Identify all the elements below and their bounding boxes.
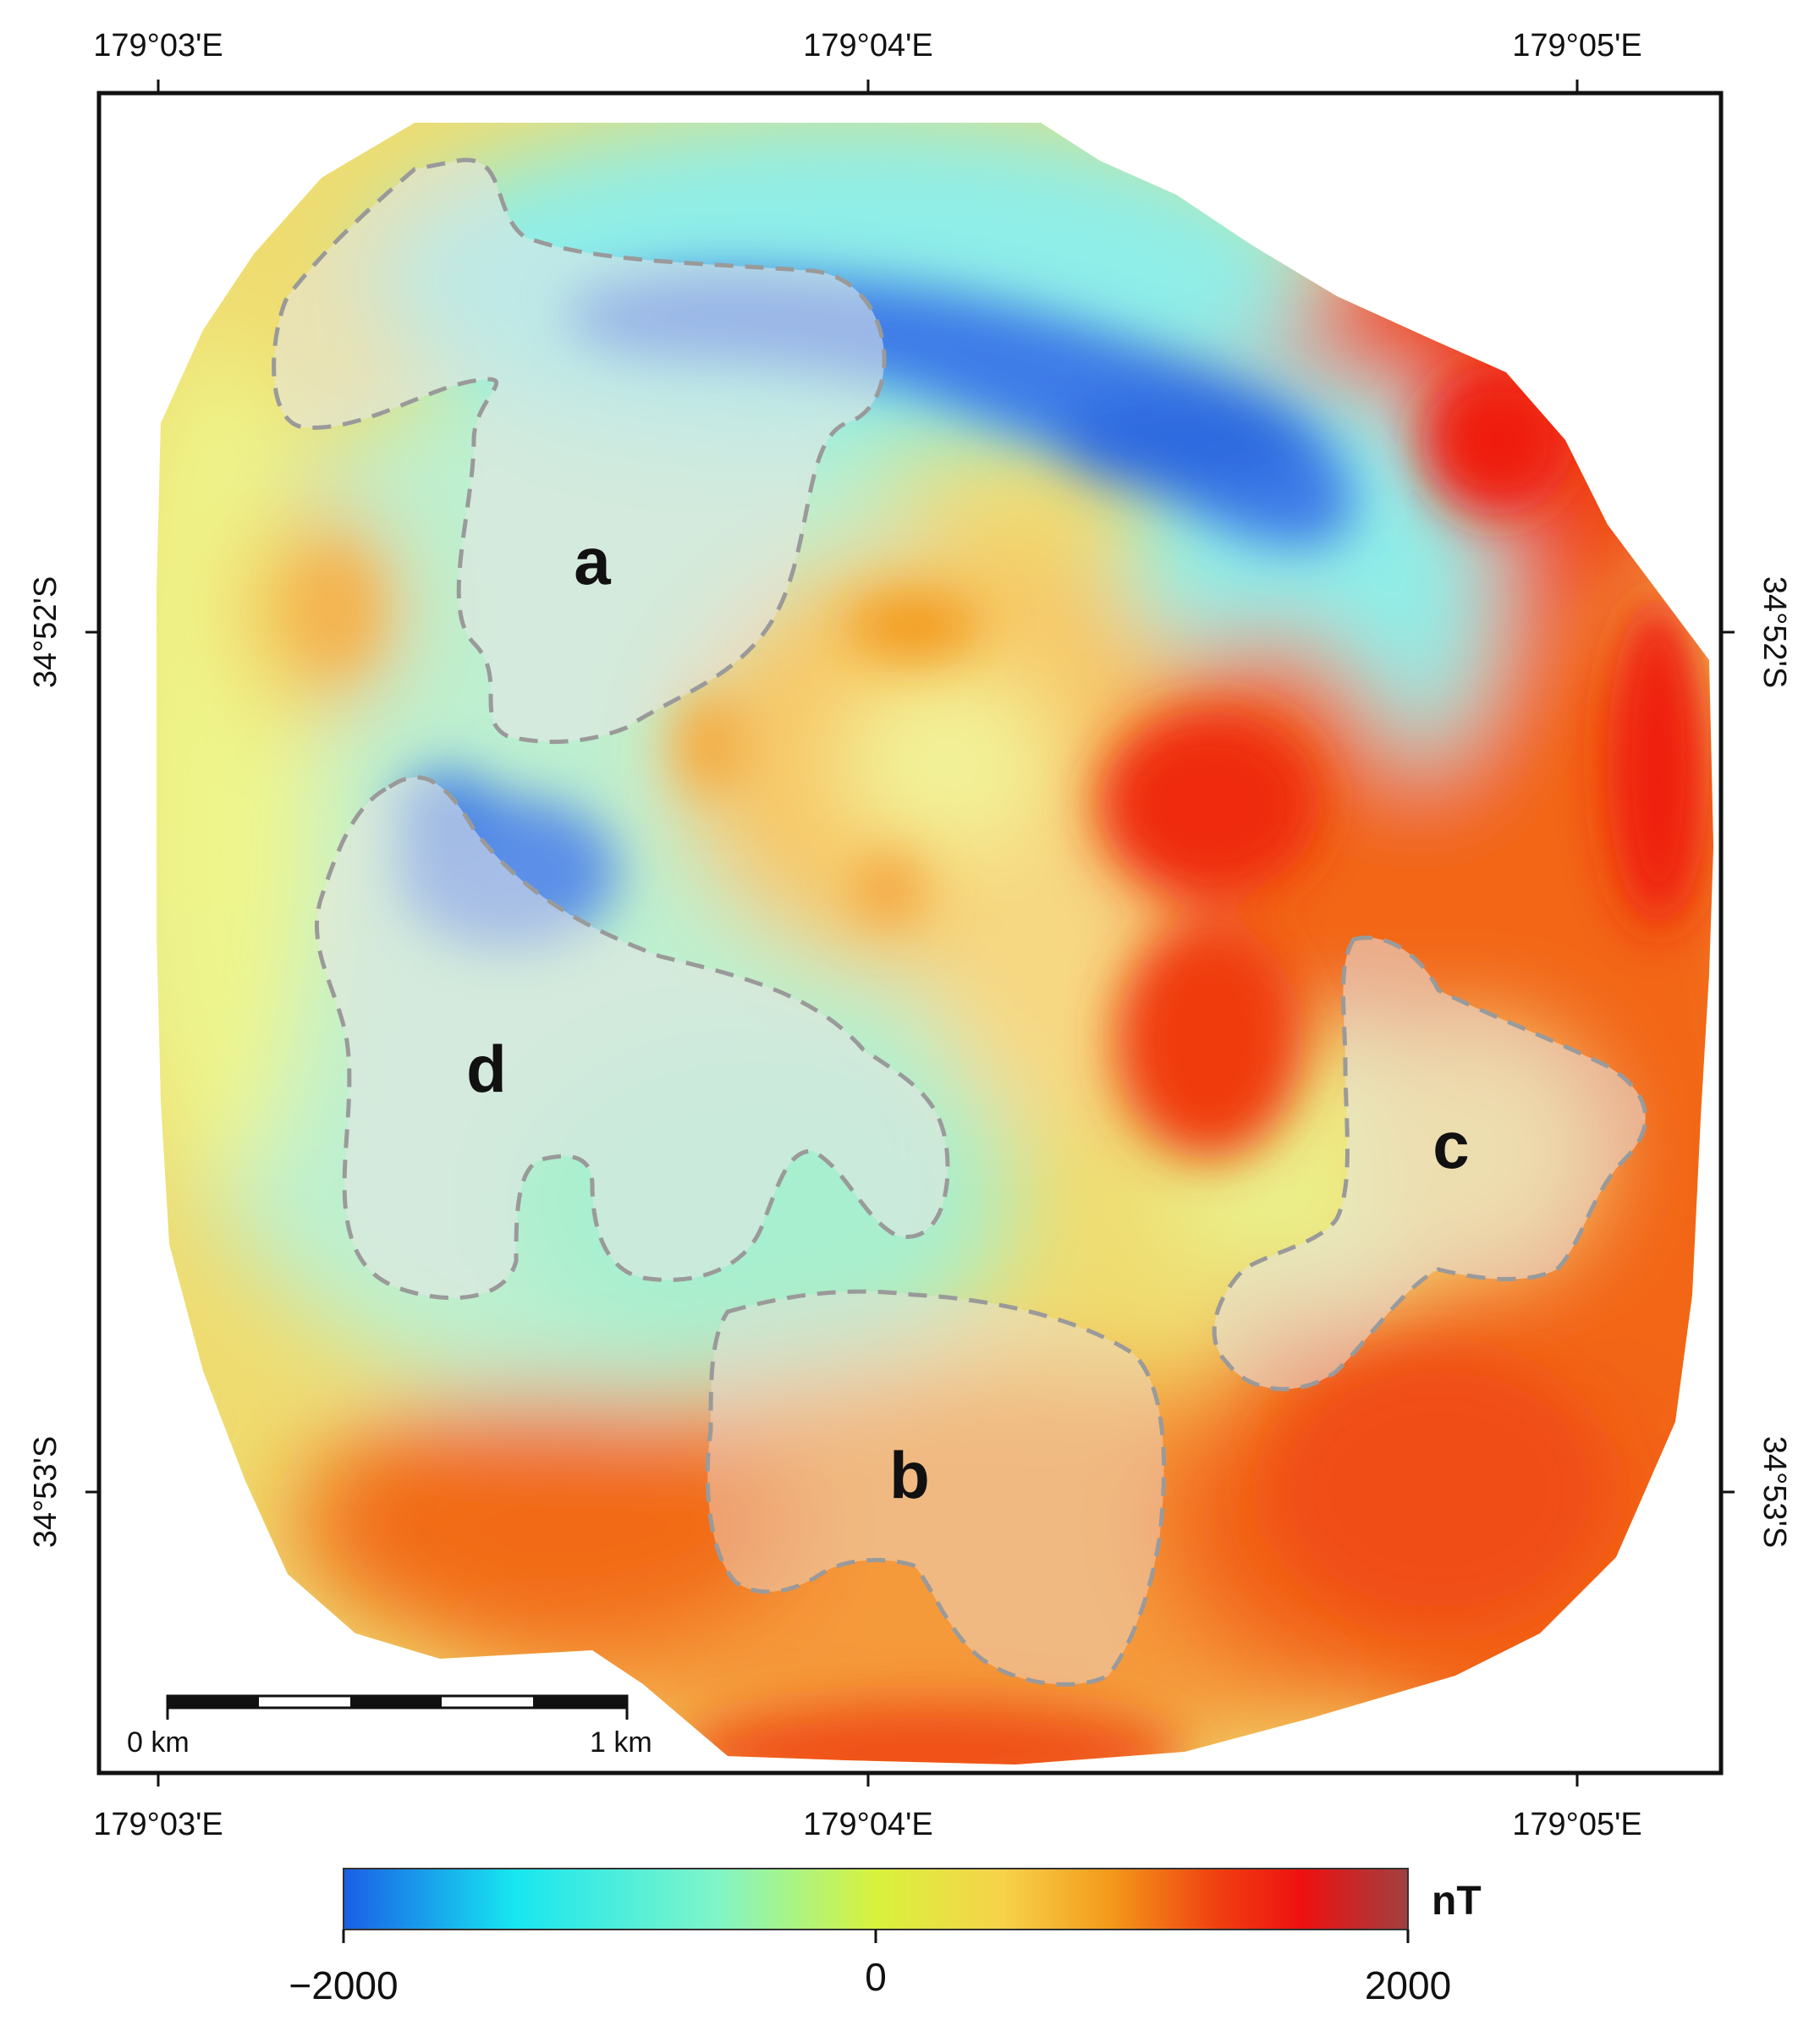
- colorbar: −2000 0 2000 nT: [289, 1868, 1482, 2007]
- zone-label-b: b: [889, 1438, 930, 1512]
- right-lat-label-2: 34°53'S: [1757, 1436, 1792, 1548]
- scale-bar: 0 km 1 km: [127, 1694, 652, 1759]
- zone-d-outline: [315, 775, 950, 1301]
- zone-a-outline: [272, 157, 887, 745]
- zone-b-outline: [705, 1289, 1167, 1687]
- left-lat-label-1: 34°52'S: [28, 576, 63, 688]
- map-frame: [96, 91, 1724, 1776]
- left-lat-label-2: 34°53'S: [28, 1436, 63, 1548]
- right-axis: 34°52'S 34°53'S: [1721, 576, 1792, 1548]
- colorbar-min-label: −2000: [289, 1963, 398, 2007]
- bottom-lon-label-2: 179°04'E: [803, 1807, 932, 1842]
- right-lat-label-1: 34°52'S: [1757, 576, 1792, 688]
- zone-label-d: d: [466, 1032, 507, 1106]
- scale-start-label: 0 km: [127, 1726, 190, 1759]
- colorbar-gradient: [343, 1868, 1409, 1930]
- zone-label-a: a: [574, 524, 611, 598]
- bottom-axis: 179°03'E 179°04'E 179°05'E: [93, 1773, 1642, 1842]
- zones-overlay: [272, 157, 1648, 1687]
- top-lon-label-2: 179°04'E: [803, 28, 932, 63]
- zone-c-outline: [1212, 935, 1648, 1391]
- colorbar-max-label: 2000: [1365, 1963, 1451, 2007]
- top-lon-label-1: 179°03'E: [93, 28, 223, 63]
- top-lon-label-3: 179°05'E: [1512, 28, 1641, 63]
- bottom-lon-label-1: 179°03'E: [93, 1807, 223, 1842]
- scale-end-label: 1 km: [590, 1726, 652, 1759]
- colorbar-unit-label: nT: [1432, 1879, 1482, 1924]
- left-axis: 34°52'S 34°53'S: [28, 576, 99, 1548]
- zone-label-c: c: [1432, 1108, 1469, 1182]
- colorbar-mid-label: 0: [865, 1955, 887, 1999]
- top-axis: 179°03'E 179°04'E 179°05'E: [93, 28, 1642, 93]
- bottom-lon-label-3: 179°05'E: [1512, 1807, 1641, 1842]
